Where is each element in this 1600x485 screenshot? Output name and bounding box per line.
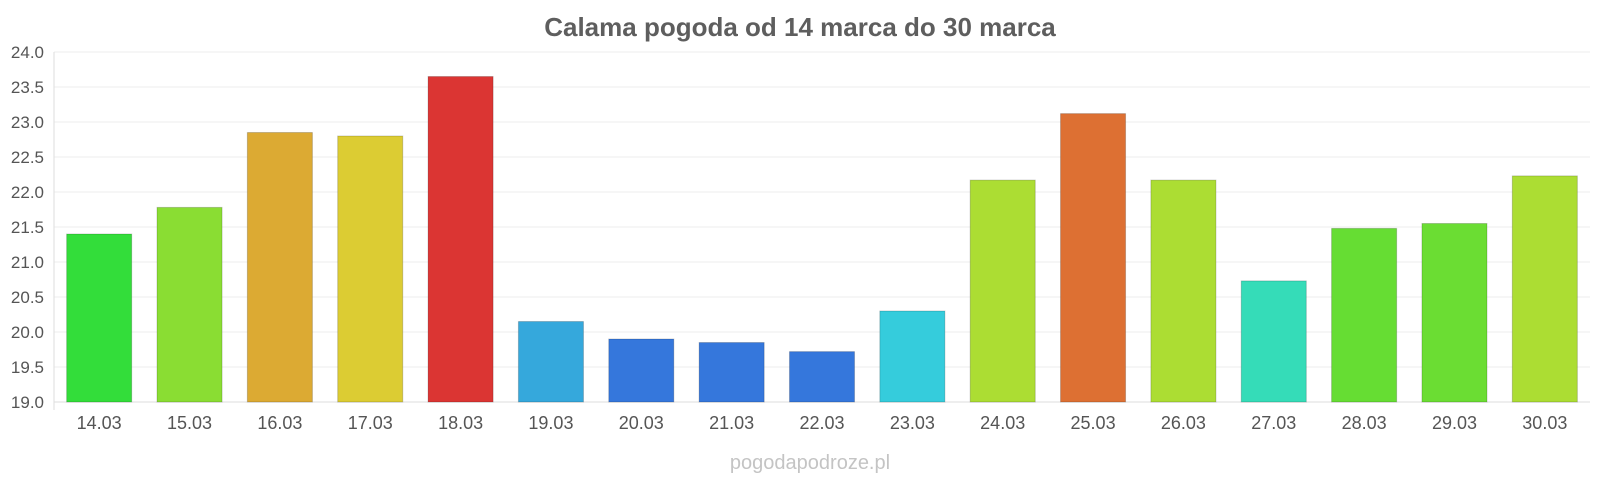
bar-15.03: [156, 206, 223, 403]
y-tick-label: 20.5: [11, 288, 44, 307]
y-tick-label: 23.0: [11, 113, 44, 132]
watermark: pogodapodroze.pl: [730, 452, 890, 474]
bar-17.03: [337, 135, 404, 403]
x-tick-label: 18.03: [438, 413, 483, 433]
y-tick-label: 21.0: [11, 253, 44, 272]
x-tick-label: 19.03: [528, 413, 573, 433]
bar-29.03: [1421, 223, 1488, 403]
x-tick-label: 24.03: [980, 413, 1025, 433]
y-tick-label: 22.0: [11, 183, 44, 202]
bar-27.03: [1240, 280, 1307, 403]
y-tick-label: 19.0: [11, 393, 44, 412]
x-tick-label: 14.03: [77, 413, 122, 433]
x-tick-label: 26.03: [1161, 413, 1206, 433]
x-tick-label: 30.03: [1522, 413, 1567, 433]
x-tick-label: 21.03: [709, 413, 754, 433]
bar-23.03: [879, 310, 946, 403]
x-tick-label: 22.03: [799, 413, 844, 433]
bar-18.03: [427, 76, 494, 403]
chart-title: Calama pogoda od 14 marca do 30 marca: [544, 12, 1056, 42]
bar-24.03: [969, 179, 1036, 403]
x-tick-label: 29.03: [1432, 413, 1477, 433]
bar-20.03: [608, 338, 675, 403]
x-tick-label: 27.03: [1251, 413, 1296, 433]
y-tick-label: 22.5: [11, 148, 44, 167]
bar-30.03: [1511, 175, 1578, 403]
x-tick-label: 15.03: [167, 413, 212, 433]
y-tick-label: 23.5: [11, 78, 44, 97]
bar-14.03: [66, 233, 133, 403]
x-tick-label: 25.03: [1071, 413, 1116, 433]
bar-16.03: [246, 132, 313, 403]
x-tick-label: 23.03: [890, 413, 935, 433]
bars: [66, 76, 1578, 403]
bar-22.03: [788, 351, 856, 403]
y-tick-label: 21.5: [11, 218, 44, 237]
y-tick-labels: 19.0 19.5 20.0 20.5 21.0 21.5 22.0 22.5 23.0 23.5…: [11, 43, 44, 412]
x-tick-label: 17.03: [348, 413, 393, 433]
y-tick-label: 19.5: [11, 358, 44, 377]
bar-25.03: [1060, 113, 1127, 403]
x-tick-labels: 14.03 15.03 16.03 17.03 18.03 19.03 20.03 21.03…: [77, 413, 1568, 433]
bar-21.03: [698, 342, 765, 403]
bar-26.03: [1150, 179, 1217, 403]
bar-19.03: [517, 321, 584, 403]
y-tick-label: 20.0: [11, 323, 44, 342]
y-tick-label: 24.0: [11, 43, 44, 62]
x-tick-label: 28.03: [1342, 413, 1387, 433]
bar-28.03: [1331, 227, 1398, 403]
x-tick-label: 20.03: [619, 413, 664, 433]
x-tick-label: 16.03: [257, 413, 302, 433]
